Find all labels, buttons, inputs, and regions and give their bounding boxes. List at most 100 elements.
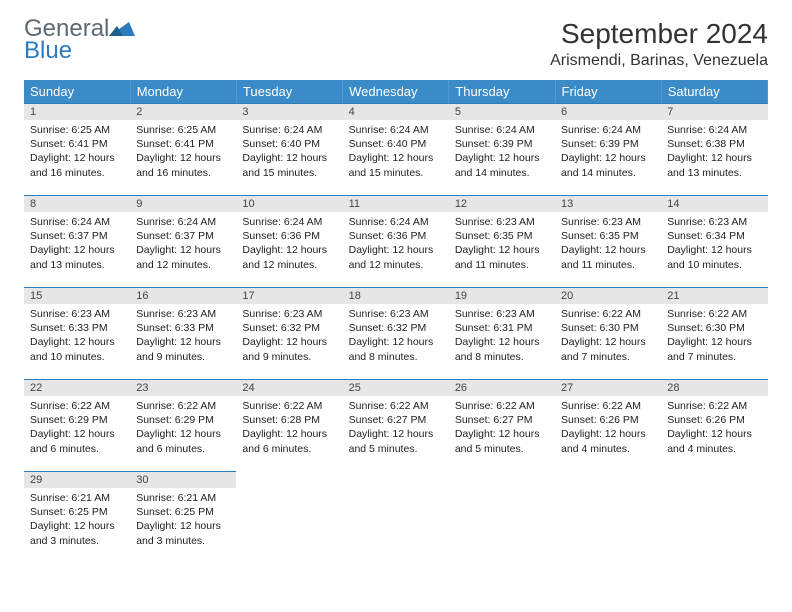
day-details: Sunrise: 6:24 AMSunset: 6:37 PMDaylight:…	[130, 212, 236, 276]
day-cell: 5Sunrise: 6:24 AMSunset: 6:39 PMDaylight…	[449, 103, 555, 195]
brand-mark-icon	[109, 18, 135, 40]
calendar-cell: 22Sunrise: 6:22 AMSunset: 6:29 PMDayligh…	[24, 379, 130, 471]
weekday-header: Monday	[130, 80, 236, 103]
daylight-line: Daylight: 12 hours and 4 minutes.	[561, 427, 655, 455]
day-cell: 19Sunrise: 6:23 AMSunset: 6:31 PMDayligh…	[449, 287, 555, 379]
daylight-line: Daylight: 12 hours and 10 minutes.	[667, 243, 761, 271]
calendar-cell: 21Sunrise: 6:22 AMSunset: 6:30 PMDayligh…	[661, 287, 767, 379]
day-cell: 13Sunrise: 6:23 AMSunset: 6:35 PMDayligh…	[555, 195, 661, 287]
sunset-line: Sunset: 6:33 PM	[30, 321, 124, 335]
sunrise-line: Sunrise: 6:23 AM	[667, 215, 761, 229]
sunset-line: Sunset: 6:27 PM	[349, 413, 443, 427]
sunrise-line: Sunrise: 6:24 AM	[455, 123, 549, 137]
sunset-line: Sunset: 6:31 PM	[455, 321, 549, 335]
calendar-cell: 14Sunrise: 6:23 AMSunset: 6:34 PMDayligh…	[661, 195, 767, 287]
day-details: Sunrise: 6:24 AMSunset: 6:36 PMDaylight:…	[236, 212, 342, 276]
sunrise-line: Sunrise: 6:22 AM	[242, 399, 336, 413]
day-number: 27	[555, 379, 661, 396]
sunset-line: Sunset: 6:36 PM	[242, 229, 336, 243]
calendar-cell: 13Sunrise: 6:23 AMSunset: 6:35 PMDayligh…	[555, 195, 661, 287]
day-number: 15	[24, 287, 130, 304]
sunset-line: Sunset: 6:38 PM	[667, 137, 761, 151]
sunrise-line: Sunrise: 6:23 AM	[242, 307, 336, 321]
calendar-cell: 9Sunrise: 6:24 AMSunset: 6:37 PMDaylight…	[130, 195, 236, 287]
day-number: 30	[130, 471, 236, 488]
month-title: September 2024	[550, 18, 768, 50]
calendar-body: 1Sunrise: 6:25 AMSunset: 6:41 PMDaylight…	[24, 103, 768, 563]
sunrise-line: Sunrise: 6:24 AM	[561, 123, 655, 137]
daylight-line: Daylight: 12 hours and 13 minutes.	[667, 151, 761, 179]
daylight-line: Daylight: 12 hours and 5 minutes.	[349, 427, 443, 455]
sunrise-line: Sunrise: 6:24 AM	[30, 215, 124, 229]
daylight-line: Daylight: 12 hours and 15 minutes.	[242, 151, 336, 179]
sunrise-line: Sunrise: 6:22 AM	[349, 399, 443, 413]
day-cell: 3Sunrise: 6:24 AMSunset: 6:40 PMDaylight…	[236, 103, 342, 195]
day-cell: 26Sunrise: 6:22 AMSunset: 6:27 PMDayligh…	[449, 379, 555, 471]
day-number: 10	[236, 195, 342, 212]
day-number: 18	[343, 287, 449, 304]
weekday-header: Thursday	[449, 80, 555, 103]
weekday-header: Friday	[555, 80, 661, 103]
weekday-header: Tuesday	[236, 80, 342, 103]
sunrise-line: Sunrise: 6:22 AM	[455, 399, 549, 413]
day-cell: 1Sunrise: 6:25 AMSunset: 6:41 PMDaylight…	[24, 103, 130, 195]
calendar-cell	[236, 471, 342, 563]
weekday-header: Sunday	[24, 80, 130, 103]
sunrise-line: Sunrise: 6:21 AM	[136, 491, 230, 505]
day-cell: 20Sunrise: 6:22 AMSunset: 6:30 PMDayligh…	[555, 287, 661, 379]
day-details: Sunrise: 6:22 AMSunset: 6:26 PMDaylight:…	[555, 396, 661, 460]
sunset-line: Sunset: 6:29 PM	[136, 413, 230, 427]
sunrise-line: Sunrise: 6:23 AM	[561, 215, 655, 229]
calendar-cell: 30Sunrise: 6:21 AMSunset: 6:25 PMDayligh…	[130, 471, 236, 563]
sunrise-line: Sunrise: 6:25 AM	[30, 123, 124, 137]
daylight-line: Daylight: 12 hours and 8 minutes.	[455, 335, 549, 363]
daylight-line: Daylight: 12 hours and 12 minutes.	[242, 243, 336, 271]
sunrise-line: Sunrise: 6:24 AM	[349, 123, 443, 137]
day-details: Sunrise: 6:24 AMSunset: 6:37 PMDaylight:…	[24, 212, 130, 276]
sunset-line: Sunset: 6:34 PM	[667, 229, 761, 243]
sunrise-line: Sunrise: 6:22 AM	[30, 399, 124, 413]
day-cell: 6Sunrise: 6:24 AMSunset: 6:39 PMDaylight…	[555, 103, 661, 195]
daylight-line: Daylight: 12 hours and 5 minutes.	[455, 427, 549, 455]
calendar-cell: 28Sunrise: 6:22 AMSunset: 6:26 PMDayligh…	[661, 379, 767, 471]
day-cell: 17Sunrise: 6:23 AMSunset: 6:32 PMDayligh…	[236, 287, 342, 379]
day-details: Sunrise: 6:23 AMSunset: 6:33 PMDaylight:…	[130, 304, 236, 368]
calendar-cell: 4Sunrise: 6:24 AMSunset: 6:40 PMDaylight…	[343, 103, 449, 195]
calendar-cell: 18Sunrise: 6:23 AMSunset: 6:32 PMDayligh…	[343, 287, 449, 379]
day-details: Sunrise: 6:22 AMSunset: 6:26 PMDaylight:…	[661, 396, 767, 460]
daylight-line: Daylight: 12 hours and 16 minutes.	[136, 151, 230, 179]
sunset-line: Sunset: 6:32 PM	[349, 321, 443, 335]
sunrise-line: Sunrise: 6:23 AM	[136, 307, 230, 321]
day-number: 19	[449, 287, 555, 304]
calendar-cell	[555, 471, 661, 563]
day-details: Sunrise: 6:22 AMSunset: 6:30 PMDaylight:…	[555, 304, 661, 368]
day-cell: 10Sunrise: 6:24 AMSunset: 6:36 PMDayligh…	[236, 195, 342, 287]
calendar-cell: 5Sunrise: 6:24 AMSunset: 6:39 PMDaylight…	[449, 103, 555, 195]
daylight-line: Daylight: 12 hours and 12 minutes.	[136, 243, 230, 271]
day-cell: 7Sunrise: 6:24 AMSunset: 6:38 PMDaylight…	[661, 103, 767, 195]
calendar-cell: 7Sunrise: 6:24 AMSunset: 6:38 PMDaylight…	[661, 103, 767, 195]
day-details: Sunrise: 6:22 AMSunset: 6:30 PMDaylight:…	[661, 304, 767, 368]
brand-text: General Blue	[24, 18, 135, 61]
day-cell: 28Sunrise: 6:22 AMSunset: 6:26 PMDayligh…	[661, 379, 767, 471]
calendar-cell: 29Sunrise: 6:21 AMSunset: 6:25 PMDayligh…	[24, 471, 130, 563]
daylight-line: Daylight: 12 hours and 7 minutes.	[561, 335, 655, 363]
sunset-line: Sunset: 6:40 PM	[242, 137, 336, 151]
calendar-cell: 15Sunrise: 6:23 AMSunset: 6:33 PMDayligh…	[24, 287, 130, 379]
day-number: 7	[661, 103, 767, 120]
day-number: 12	[449, 195, 555, 212]
sunset-line: Sunset: 6:29 PM	[30, 413, 124, 427]
day-number: 3	[236, 103, 342, 120]
day-details: Sunrise: 6:24 AMSunset: 6:39 PMDaylight:…	[555, 120, 661, 184]
day-cell: 9Sunrise: 6:24 AMSunset: 6:37 PMDaylight…	[130, 195, 236, 287]
calendar-cell: 12Sunrise: 6:23 AMSunset: 6:35 PMDayligh…	[449, 195, 555, 287]
sunset-line: Sunset: 6:39 PM	[455, 137, 549, 151]
day-cell: 23Sunrise: 6:22 AMSunset: 6:29 PMDayligh…	[130, 379, 236, 471]
daylight-line: Daylight: 12 hours and 9 minutes.	[242, 335, 336, 363]
day-cell: 14Sunrise: 6:23 AMSunset: 6:34 PMDayligh…	[661, 195, 767, 287]
day-details: Sunrise: 6:25 AMSunset: 6:41 PMDaylight:…	[24, 120, 130, 184]
brand-logo: General Blue	[24, 18, 135, 61]
daylight-line: Daylight: 12 hours and 12 minutes.	[349, 243, 443, 271]
day-number: 21	[661, 287, 767, 304]
day-details: Sunrise: 6:23 AMSunset: 6:33 PMDaylight:…	[24, 304, 130, 368]
